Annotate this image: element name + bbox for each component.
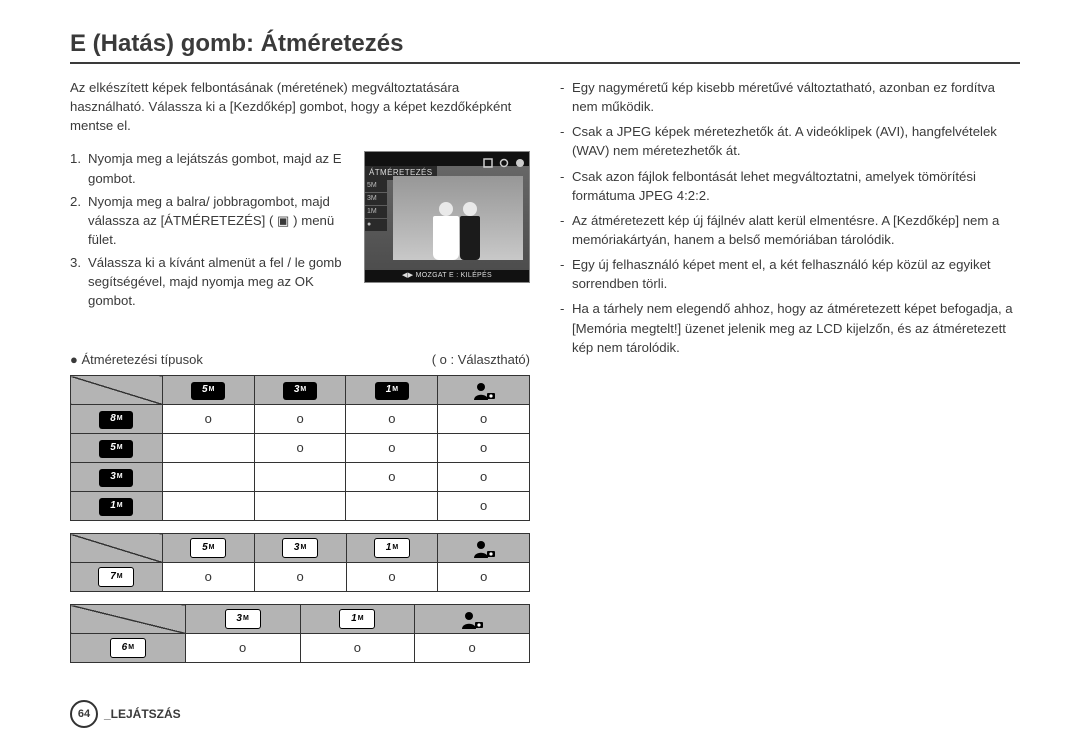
note-item: -Csak a JPEG képek méretezhetők át. A vi… (560, 122, 1020, 160)
resize-table: 5M3M1M 8Moooo5Mooo3Moo1Mo (70, 375, 530, 521)
table-cell: o (346, 434, 438, 463)
tables-note: ● Átméretezési típusok (70, 351, 203, 370)
table-cell: o (346, 463, 438, 492)
table-cell: o (254, 563, 346, 592)
table-cell (162, 463, 254, 492)
square-icon (483, 154, 493, 164)
table-cell (162, 492, 254, 521)
note-item: -Az átméretezett kép új fájlnév alatt ke… (560, 211, 1020, 249)
notes-list: -Egy nagyméretű kép kisebb méretűvé vált… (560, 78, 1020, 357)
step-list: 1.Nyomja meg a lejátszás gombot, majd az… (70, 149, 352, 314)
table-cell: o (438, 563, 530, 592)
table-cell (254, 492, 346, 521)
note-item: -Csak azon fájlok felbontását lehet megv… (560, 167, 1020, 205)
size-badge: 5M (190, 538, 226, 558)
left-column: Az elkészített képek felbontásának (mére… (70, 78, 530, 675)
table-cell: o (300, 634, 415, 663)
size-badge: 3M (225, 609, 261, 629)
size-badge: 1M (375, 382, 409, 400)
size-badge: 1M (99, 498, 133, 516)
resize-table: 3M1M 6Mooo (70, 604, 530, 663)
step: 2.Nyomja meg a balra/ jobbragombot, majd… (70, 192, 352, 249)
footer: 64 _LEJÁTSZÁS (70, 700, 181, 728)
table-cell: o (254, 434, 346, 463)
table-cell: o (415, 634, 530, 663)
size-badge: 3M (99, 469, 133, 487)
table-cell (346, 492, 438, 521)
thumb-top-icons (365, 152, 529, 166)
note-item: -Ha a tárhely nem elegendő ahhoz, hogy a… (560, 299, 1020, 356)
footer-section: _LEJÁTSZÁS (104, 707, 181, 721)
size-badge: 7M (98, 567, 134, 587)
step: 3.Válassza ki a kívánt almenüt a fel / l… (70, 253, 352, 310)
table-cell: o (162, 563, 254, 592)
size-badge: 1M (339, 609, 375, 629)
table-cell: o (346, 563, 438, 592)
size-badge: 5M (191, 382, 225, 400)
table-cell: o (438, 463, 530, 492)
size-badge: 5M (99, 440, 133, 458)
thumb-side-menu: 5M3M1M● (365, 180, 387, 231)
intro-text: Az elkészített képek felbontásának (mére… (70, 78, 530, 135)
table-cell: o (185, 634, 300, 663)
size-badge: 3M (282, 538, 318, 558)
thumb-bottom-bar: ◀▶ MOZGAT E : KILÉPÉS (365, 270, 529, 282)
bride-figure (436, 202, 456, 260)
table-cell (254, 463, 346, 492)
page-number: 64 (70, 700, 98, 728)
table-cell: o (162, 405, 254, 434)
groom-figure (460, 202, 480, 260)
table-cell: o (438, 434, 530, 463)
circle-icon (499, 154, 509, 164)
start-image-icon (472, 540, 496, 558)
size-badge: 6M (110, 638, 146, 658)
right-column: -Egy nagyméretű kép kisebb méretűvé vált… (560, 78, 1020, 675)
size-badge: 8M (99, 411, 133, 429)
size-badge: 1M (374, 538, 410, 558)
table-cell (162, 434, 254, 463)
start-image-icon (472, 382, 496, 400)
start-image-icon (460, 611, 484, 629)
table-cell: o (254, 405, 346, 434)
resize-table: 5M3M1M 7Moooo (70, 533, 530, 592)
table-cell: o (438, 492, 530, 521)
resize-tables: 5M3M1M 8Moooo5Mooo3Moo1Mo5M3M1M 7Moooo3M… (70, 375, 530, 663)
step: 1.Nyomja meg a lejátszás gombot, majd az… (70, 149, 352, 187)
tables-legend: ( o : Választható) (432, 351, 530, 370)
thumb-photo (393, 176, 523, 260)
note-item: -Egy nagyméretű kép kisebb méretűvé vált… (560, 78, 1020, 116)
note-item: -Egy új felhasználó képet ment el, a két… (560, 255, 1020, 293)
table-cell: o (346, 405, 438, 434)
palette-icon (515, 154, 525, 164)
table-cell: o (438, 405, 530, 434)
page-title: E (Hatás) gomb: Átméretezés (70, 30, 1020, 64)
size-badge: 3M (283, 382, 317, 400)
camera-screenshot: ÁTMÉRETEZÉS 5M3M1M● ◀▶ MOZGAT E : KILÉPÉ… (364, 151, 530, 283)
